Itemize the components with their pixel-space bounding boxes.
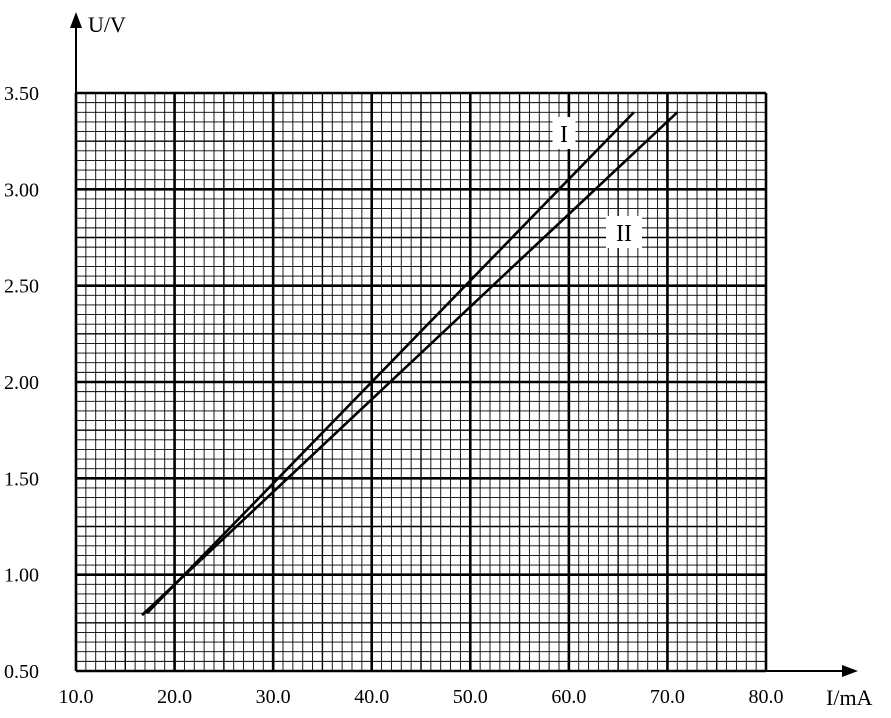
x-axis-arrow bbox=[842, 665, 858, 677]
x-tick-label: 70.0 bbox=[650, 686, 685, 708]
series-line-I bbox=[146, 111, 635, 615]
series-layer: III bbox=[141, 111, 679, 617]
series-label-II: II bbox=[616, 221, 632, 247]
labels-layer: U/V I/mA bbox=[88, 12, 873, 710]
y-tick-label: 3.50 bbox=[4, 83, 39, 105]
series-label-bg-II bbox=[606, 216, 642, 248]
y-tick-label: 1.50 bbox=[4, 468, 39, 490]
x-tick-label: 60.0 bbox=[551, 686, 586, 708]
y-tick-label: 2.50 bbox=[4, 276, 39, 298]
y-tick-label: 0.50 bbox=[4, 661, 39, 683]
y-tick-label: 1.00 bbox=[4, 565, 39, 587]
y-tick-label: 3.00 bbox=[4, 179, 39, 201]
y-tick-label: 2.00 bbox=[4, 372, 39, 394]
series-line-II bbox=[141, 111, 679, 617]
x-tick-label: 50.0 bbox=[453, 686, 488, 708]
x-tick-label: 30.0 bbox=[256, 686, 291, 708]
series-label-bg-I bbox=[552, 117, 576, 149]
series-label-I: I bbox=[560, 122, 568, 148]
y-axis-arrow bbox=[70, 12, 82, 28]
x-axis-label: I/mA bbox=[826, 685, 873, 710]
axes bbox=[70, 12, 858, 677]
y-axis-label: U/V bbox=[88, 12, 126, 37]
tick-labels: 10.0 20.0 30.0 40.0 50.0 60.0 70.0 80.0 0.50 1.00… bbox=[4, 83, 784, 708]
x-tick-label: 40.0 bbox=[354, 686, 389, 708]
x-tick-label: 20.0 bbox=[157, 686, 192, 708]
x-tick-label: 10.0 bbox=[59, 686, 94, 708]
x-tick-label: 80.0 bbox=[749, 686, 784, 708]
